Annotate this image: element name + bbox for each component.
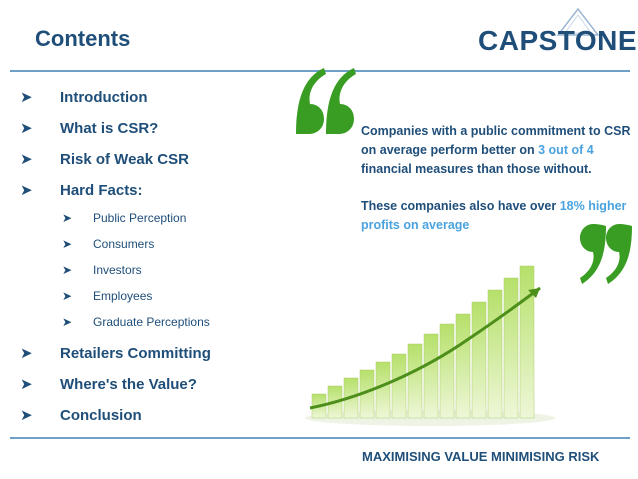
arrow-bullet-icon: ➤ — [20, 120, 33, 137]
menu-item-introduction[interactable]: ➤ Introduction — [20, 88, 148, 107]
menu-item-label: Introduction — [60, 88, 148, 106]
arrow-bullet-icon: ➤ — [20, 89, 33, 106]
arrow-bullet-icon: ➤ — [62, 263, 73, 277]
submenu-item-public-perception[interactable]: ➤ Public Perception — [62, 211, 186, 225]
menu-item-label: Where's the Value? — [60, 375, 197, 393]
page-title: Contents — [35, 26, 131, 51]
submenu-item-label: Public Perception — [93, 211, 187, 225]
footer-divider — [10, 437, 630, 439]
menu-item-hard-facts[interactable]: ➤ Hard Facts: — [20, 181, 143, 200]
quote-paragraph-1: Companies with a public commitment to CS… — [361, 122, 633, 179]
capstone-logo: CAPSTONE — [478, 7, 637, 63]
menu-item-what-is-csr[interactable]: ➤ What is CSR? — [20, 119, 159, 138]
footer-tagline: MAXIMISING VALUE MINIMISING RISK — [362, 449, 600, 464]
submenu-item-label: Consumers — [93, 237, 155, 251]
submenu-item-employees[interactable]: ➤ Employees — [62, 289, 152, 303]
growth-bar-chart-image — [305, 265, 555, 426]
quote-paragraph-2: These companies also have over 18% highe… — [361, 197, 633, 235]
quote-line-2: These companies also have over — [361, 199, 560, 213]
arrow-bullet-icon: ➤ — [20, 182, 33, 199]
submenu-item-label: Graduate Perceptions — [93, 315, 210, 329]
submenu-item-label: Investors — [93, 263, 142, 277]
menu-item-label: Hard Facts: — [60, 181, 143, 199]
menu-item-label: What is CSR? — [60, 119, 159, 137]
submenu-item-consumers[interactable]: ➤ Consumers — [62, 237, 154, 251]
submenu-item-investors[interactable]: ➤ Investors — [62, 263, 142, 277]
menu-item-label: Conclusion — [60, 406, 142, 424]
menu-item-label: Risk of Weak CSR — [60, 150, 189, 168]
quote-highlight-2: 18% higher profits on average — [361, 199, 627, 232]
arrow-bullet-icon: ➤ — [20, 376, 33, 393]
arrow-bullet-icon: ➤ — [20, 407, 33, 424]
close-quote-icon — [580, 224, 632, 284]
arrow-bullet-icon: ➤ — [62, 237, 73, 251]
open-quote-icon — [296, 68, 356, 134]
quote-line-1-end: financial measures than those without. — [361, 162, 592, 176]
logo-triangle-icon — [556, 7, 600, 36]
submenu-item-graduate-perceptions[interactable]: ➤ Graduate Perceptions — [62, 315, 210, 329]
arrow-bullet-icon: ➤ — [20, 345, 33, 362]
arrow-bullet-icon: ➤ — [62, 211, 73, 225]
menu-item-conclusion[interactable]: ➤ Conclusion — [20, 406, 142, 425]
submenu-item-label: Employees — [93, 289, 153, 303]
logo-text: CAPSTONE — [478, 25, 638, 56]
menu-item-wheres-the-value[interactable]: ➤ Where's the Value? — [20, 375, 197, 394]
arrow-bullet-icon: ➤ — [62, 289, 73, 303]
menu-item-label: Retailers Committing — [60, 344, 211, 362]
quote-text: Companies with a public commitment to CS… — [361, 122, 633, 235]
arrow-bullet-icon: ➤ — [62, 315, 73, 329]
arrow-bullet-icon: ➤ — [20, 151, 33, 168]
quote-line-1: Companies with a public commitment to CS… — [361, 124, 631, 157]
quote-highlight-1: 3 out of 4 — [538, 143, 594, 157]
menu-item-retailers-committing[interactable]: ➤ Retailers Committing — [20, 344, 211, 363]
menu-item-risk-of-weak-csr[interactable]: ➤ Risk of Weak CSR — [20, 150, 189, 169]
